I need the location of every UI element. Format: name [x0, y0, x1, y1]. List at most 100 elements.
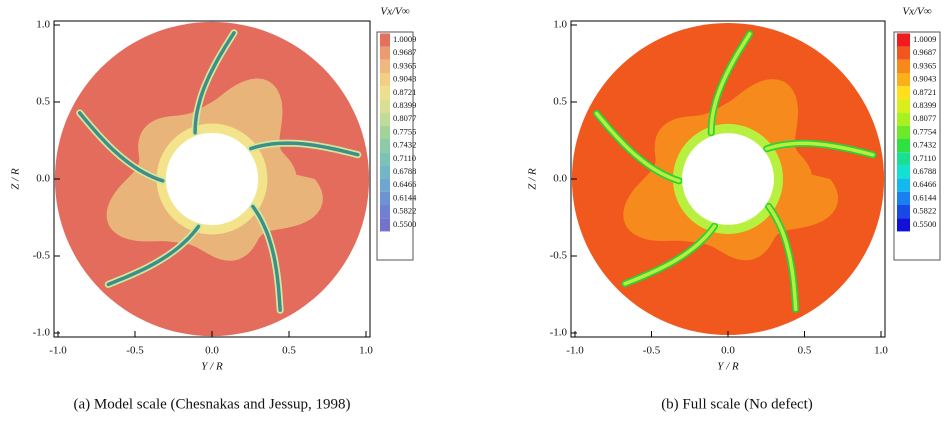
colorbar-swatch [897, 218, 910, 232]
colorbar-label: 0.7432 [393, 140, 416, 150]
colorbar-label: 0.8721 [913, 87, 936, 97]
colorbar-label: 0.8399 [913, 100, 936, 110]
y-tick-label: 0.5 [36, 96, 50, 108]
colorbar-label: 0.6144 [393, 192, 417, 202]
colorbar-label: 0.7110 [913, 153, 936, 163]
x-tick-label: 0.0 [721, 345, 735, 357]
colorbar-label: 0.5500 [913, 219, 936, 229]
colorbar-swatch [897, 125, 910, 139]
colorbar-swatch [380, 46, 390, 60]
colorbar-swatch [380, 152, 390, 166]
colorbar-label: 0.8077 [393, 113, 416, 123]
x-tick-label: -0.5 [126, 345, 144, 357]
colorbar-swatch [897, 33, 910, 47]
y-tick-label: 0.0 [553, 173, 567, 185]
blade-wake [193, 31, 236, 135]
y-tick-label: -1.0 [33, 327, 51, 339]
x-tick-label: 0.5 [282, 345, 296, 357]
colorbar-swatch [380, 139, 390, 153]
colorbar-label: 0.9043 [393, 74, 416, 84]
caption: (a) Model scale (Chesnakas and Jessup, 1… [73, 396, 350, 412]
blade-wake [249, 141, 360, 157]
colorbar-title: Vx/V∞ [902, 6, 931, 18]
colorbar-label: 0.9365 [393, 60, 416, 70]
colorbar-title: Vx/V∞ [380, 6, 409, 18]
colorbar-swatch [897, 99, 910, 113]
y-tick-label: -0.5 [33, 250, 51, 262]
colorbar-swatch [897, 165, 910, 179]
colorbar-label: 0.6466 [393, 179, 416, 189]
blade-wake [106, 224, 201, 287]
colorbar-label: 0.6788 [393, 166, 416, 176]
colorbar-swatch [380, 165, 390, 179]
colorbar-swatch [380, 178, 390, 192]
colorbar-swatch [897, 178, 910, 192]
contour-plot [570, 20, 886, 338]
y-axis-label: Z / R [10, 168, 22, 190]
blade-wake [594, 111, 681, 183]
colorbar-label: 0.9687 [393, 47, 416, 57]
colorbar-label: 0.9043 [913, 74, 936, 84]
colorbar-label: 0.6788 [913, 166, 936, 176]
colorbar-label: 1.0009 [913, 34, 936, 44]
x-tick-label: -0.5 [643, 345, 661, 357]
x-tick-label: 1.0 [359, 345, 373, 357]
colorbar-label: 0.7432 [913, 140, 936, 150]
hub [165, 132, 259, 226]
x-tick-label: -1.0 [566, 345, 584, 357]
colorbar-swatch [897, 139, 910, 153]
colorbar-label: 0.8399 [393, 100, 416, 110]
x-tick-label: 0.5 [798, 345, 812, 357]
y-tick-label: -0.5 [550, 250, 568, 262]
y-tick-label: 0.0 [36, 173, 50, 185]
colorbar-swatch [897, 152, 910, 166]
colorbar-label: 0.7110 [393, 153, 416, 163]
colorbar-label: 0.7755 [393, 126, 416, 136]
y-tick-label: -1.0 [550, 327, 568, 339]
y-tick-label: 1.0 [36, 19, 50, 31]
colorbar-label: 0.7754 [913, 126, 937, 136]
hub [682, 133, 774, 225]
colorbar-swatch [380, 205, 390, 219]
colorbar-swatch [380, 73, 390, 87]
colorbar-label: 0.6144 [913, 192, 937, 202]
blade-wake [709, 32, 752, 135]
colorbar-swatch [380, 33, 390, 47]
colorbar-label: 0.8077 [913, 113, 936, 123]
colorbar-label: 0.8721 [393, 87, 416, 97]
y-tick-label: 0.5 [553, 96, 567, 108]
x-tick-label: 1.0 [874, 345, 888, 357]
colorbar-swatch [380, 218, 390, 232]
colorbar-swatch [897, 73, 910, 87]
colorbar-label: 0.5822 [393, 206, 416, 216]
contour-plot [53, 20, 371, 338]
colorbar-swatch [897, 59, 910, 73]
caption: (b) Full scale (No defect) [661, 396, 813, 412]
colorbar-swatch [380, 191, 390, 205]
y-axis-label: Z / R [527, 168, 539, 190]
x-axis-label: Y / R [717, 361, 739, 373]
x-axis-label: Y / R [201, 361, 223, 373]
colorbar-swatch [380, 112, 390, 126]
colorbar-swatch [380, 59, 390, 73]
colorbar-swatch [897, 86, 910, 100]
colorbar-swatch [897, 191, 910, 205]
colorbar-swatch [380, 125, 390, 139]
blade-wake [623, 224, 717, 286]
colorbar-swatch [897, 112, 910, 126]
colorbar-swatch [897, 205, 910, 219]
colorbar-swatch [897, 46, 910, 60]
blade-wake [764, 141, 875, 157]
colorbar-label: 0.5500 [393, 219, 416, 229]
blade-wake [77, 111, 165, 183]
colorbar-label: 0.9365 [913, 60, 936, 70]
colorbar-swatch [380, 99, 390, 113]
colorbar-label: 1.0009 [393, 34, 416, 44]
colorbar-label: 0.9687 [913, 47, 936, 57]
x-tick-label: -1.0 [49, 345, 67, 357]
blade-wake [251, 204, 282, 312]
colorbar-label: 0.6466 [913, 179, 936, 189]
x-tick-label: 0.0 [205, 345, 219, 357]
